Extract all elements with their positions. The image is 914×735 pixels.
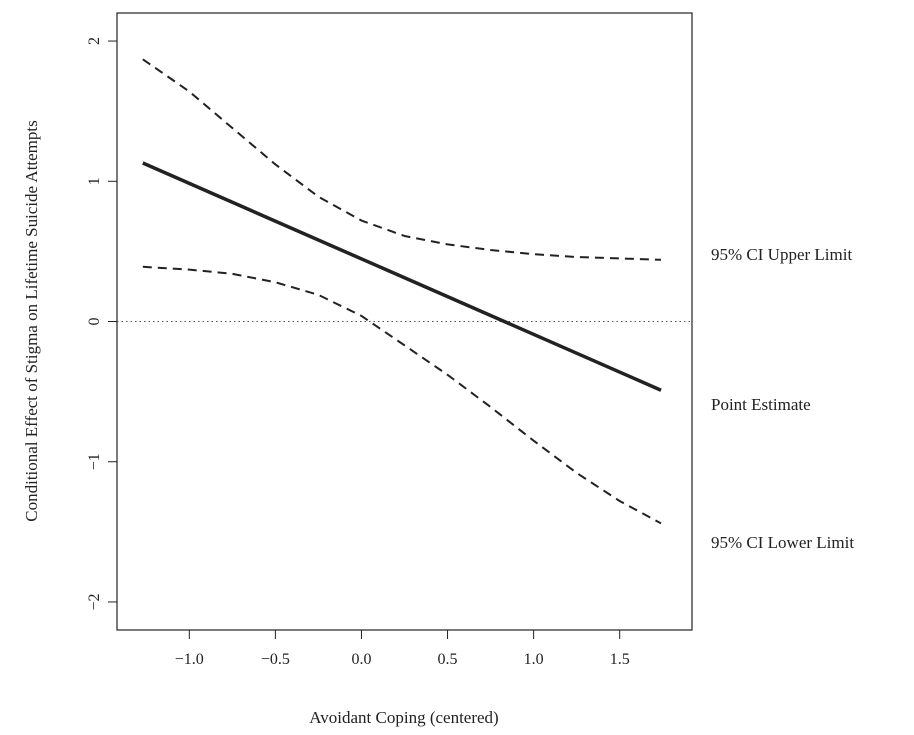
y-tick-label: 2: [86, 37, 103, 45]
x-tick-label: 0.5: [438, 651, 458, 668]
x-tick-label: 1.5: [610, 651, 630, 668]
x-tick-label: −1.0: [175, 651, 204, 668]
lower-limit-label: 95% CI Lower Limit: [711, 533, 854, 552]
upper-limit-label: 95% CI Upper Limit: [711, 245, 852, 264]
x-tick-label: 1.0: [524, 651, 544, 668]
series-line-95-ci-lower-limit: [142, 265, 662, 525]
x-tick-label: −0.5: [261, 651, 290, 668]
x-axis-title: Avoidant Coping (centered): [309, 708, 498, 727]
series-line-95-ci-upper-limit: [142, 58, 662, 261]
x-tick-label: 0.0: [351, 651, 371, 668]
y-tick-label: 0: [86, 318, 103, 326]
y-tick-label: −2: [86, 593, 103, 610]
y-axis-title: Conditional Effect of Stigma on Lifetime…: [22, 120, 41, 521]
point-estimate-label: Point Estimate: [711, 395, 811, 414]
y-tick-label: −1: [86, 453, 103, 470]
y-tick-label: 1: [86, 177, 103, 185]
series-line-point-estimate: [142, 161, 662, 392]
